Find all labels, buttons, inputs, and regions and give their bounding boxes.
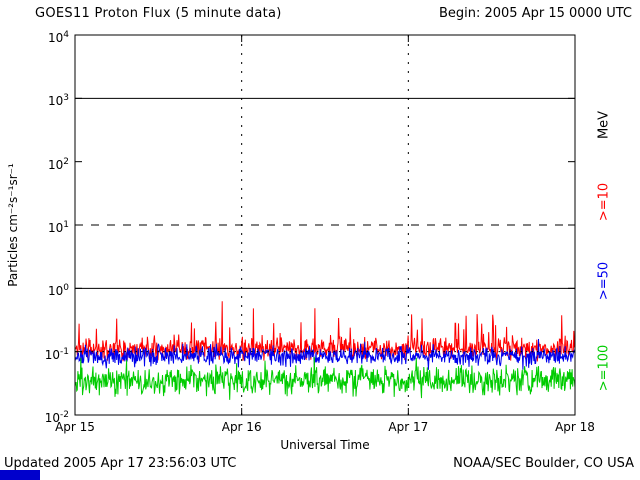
x-tick-label: Apr 16 <box>221 420 262 434</box>
chart-title: GOES11 Proton Flux (5 minute data) <box>35 6 282 21</box>
series-label-ge100: >=100 <box>596 344 612 392</box>
begin-timestamp: Begin: 2005 Apr 15 0000 UTC <box>438 6 632 21</box>
series-label-ge50: >=50 <box>596 261 612 301</box>
y-tick-label: 103 <box>47 93 69 109</box>
x-tick-label: Apr 15 <box>55 420 95 434</box>
y-tick-label: 102 <box>47 156 69 172</box>
series-100 <box>74 356 576 400</box>
plot-frame <box>74 34 576 416</box>
series-10 <box>74 301 576 363</box>
series-label-ge10: >=10 <box>596 182 612 222</box>
updated-timestamp: Updated 2005 Apr 17 23:56:03 UTC <box>4 456 237 471</box>
bottom-left-blue-box <box>0 470 40 480</box>
y-tick-label: 10-1 <box>44 346 69 362</box>
y-tick-label: 100 <box>47 283 69 299</box>
series-50 <box>74 338 576 370</box>
y-tick-label: 104 <box>47 30 69 45</box>
x-axis-label: Universal Time <box>280 438 370 452</box>
right-axis-unit-label: MeV <box>596 110 612 140</box>
credit-text: NOAA/SEC Boulder, CO USA <box>453 456 634 471</box>
x-tick-label: Apr 17 <box>388 420 429 434</box>
y-axis-label: Particles cm⁻²s⁻¹sr⁻¹ <box>6 163 20 287</box>
x-tick-label: Apr 18 <box>555 420 595 434</box>
y-tick-label: 10-2 <box>44 410 69 425</box>
y-tick-label: 101 <box>47 220 69 235</box>
